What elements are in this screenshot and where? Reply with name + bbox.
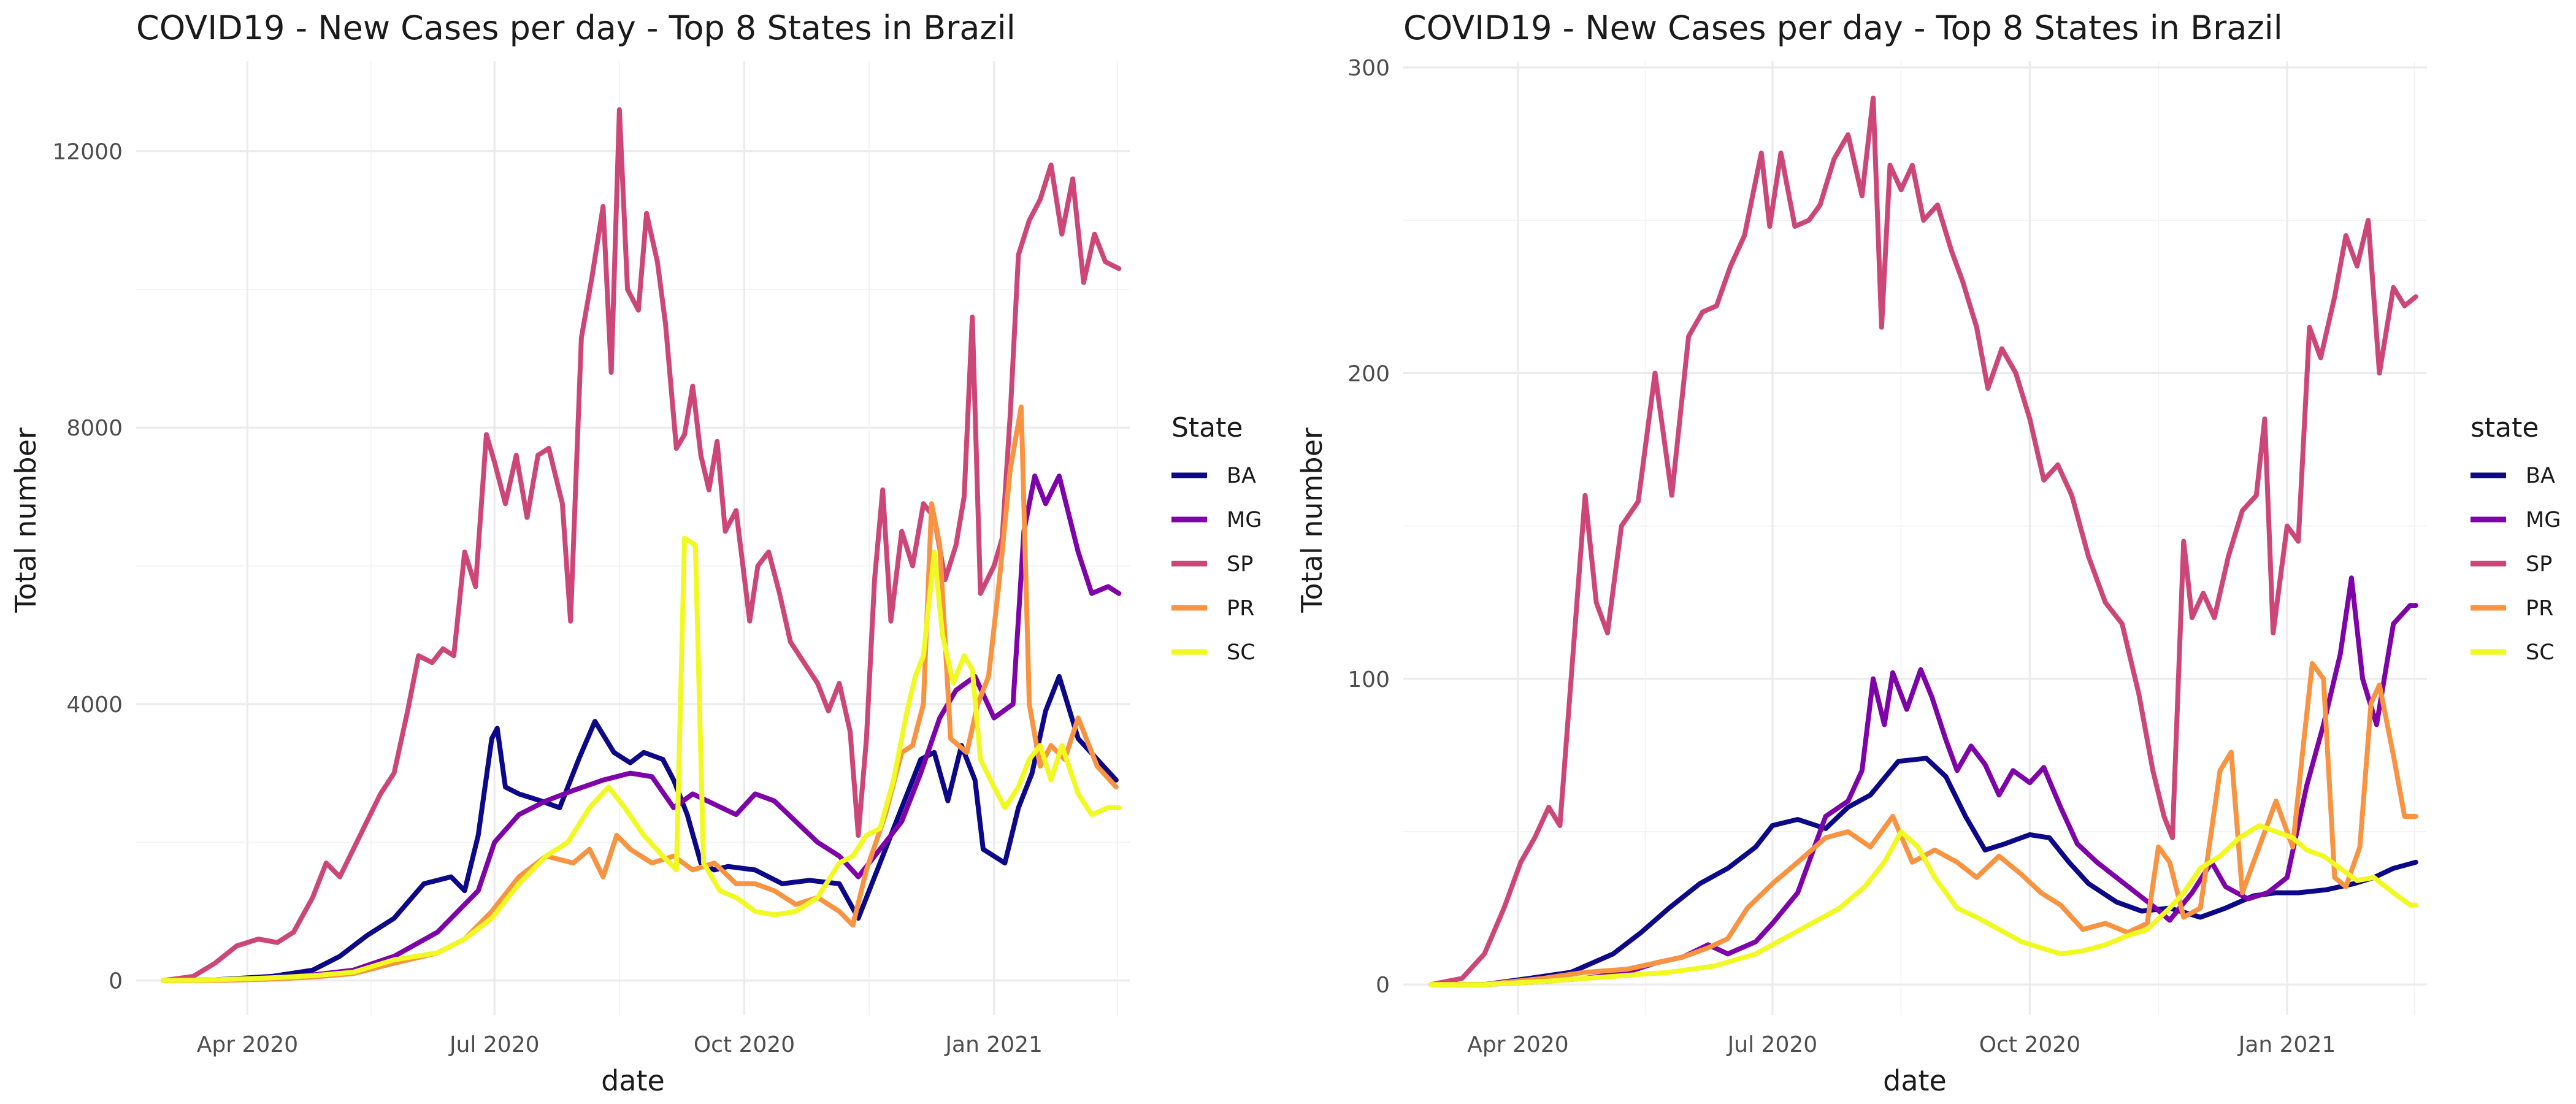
y-tick-label: 4000 (66, 692, 123, 718)
legend-label-sc: SC (2526, 640, 2555, 665)
x-tick-label: Apr 2020 (197, 1032, 298, 1057)
y-tick-label: 300 (1347, 56, 1390, 81)
chart-right: COVID19 - New Cases per day - Top 8 Stat… (1295, 9, 2561, 1097)
chart-title: COVID19 - New Cases per day - Top 8 Stat… (1403, 9, 2283, 47)
legend-label-mg: MG (1227, 508, 1262, 532)
x-tick-label: Oct 2020 (694, 1032, 795, 1057)
legend-label-pr: PR (2526, 596, 2553, 621)
legend: state BA MG SP PR SC (2471, 412, 2561, 665)
y-tick-label: 0 (1376, 973, 1390, 998)
series-layer (1428, 95, 2418, 987)
x-tick-label: Jan 2021 (2237, 1032, 2336, 1057)
y-tick-label: 8000 (66, 416, 123, 441)
legend-label-ba: BA (2526, 464, 2555, 488)
grid (136, 61, 1130, 1015)
series-line-sp (161, 107, 1122, 983)
x-axis-title: date (1883, 1064, 1947, 1097)
chart-title: COVID19 - New Cases per day - Top 8 Stat… (136, 9, 1016, 47)
y-axis-title: Total number (1295, 427, 1328, 613)
x-tick-label: Jul 2020 (448, 1032, 540, 1057)
x-tick-label: Oct 2020 (1979, 1032, 2080, 1057)
series-line-pr (1428, 661, 2418, 987)
legend: State BA MG SP PR SC (1171, 412, 1262, 665)
y-tick-label: 100 (1347, 667, 1390, 692)
series-line-ba (161, 673, 1119, 983)
y-tick-label: 200 (1347, 361, 1390, 386)
y-axis-ticks: 0 4000 8000 12000 (52, 139, 123, 994)
series-line-ba (1428, 756, 2418, 987)
series-line-pr (161, 404, 1119, 983)
y-axis-ticks: 0 100 200 300 (1347, 56, 1390, 998)
series-line-sc (161, 535, 1122, 983)
x-axis-ticks: Apr 2020 Jul 2020 Oct 2020 Jan 2021 (1467, 1032, 2336, 1057)
legend-title: State (1171, 412, 1243, 443)
series-layer (161, 107, 1122, 983)
x-tick-label: Jan 2021 (944, 1032, 1043, 1057)
legend-label-mg: MG (2526, 508, 2561, 532)
chart-left: COVID19 - New Cases per day - Top 8 Stat… (9, 9, 1262, 1097)
x-axis-title: date (601, 1064, 665, 1097)
legend-label-ba: BA (1227, 464, 1256, 488)
legend-label-pr: PR (1227, 596, 1254, 621)
series-line-mg (161, 473, 1122, 983)
x-tick-label: Apr 2020 (1467, 1032, 1568, 1057)
x-tick-label: Jul 2020 (1727, 1032, 1818, 1057)
y-tick-label: 0 (109, 969, 123, 994)
legend-label-sp: SP (2526, 552, 2552, 577)
y-tick-label: 12000 (52, 139, 123, 164)
x-axis-ticks: Apr 2020 Jul 2020 Oct 2020 Jan 2021 (197, 1032, 1043, 1057)
legend-label-sc: SC (1227, 640, 1255, 665)
series-line-sc (1428, 823, 2418, 987)
legend-title: state (2471, 412, 2539, 443)
grid (1403, 61, 2427, 1015)
series-line-sp (1428, 95, 2418, 987)
y-axis-title: Total number (9, 427, 42, 613)
series-line-mg (1428, 575, 2418, 987)
legend-label-sp: SP (1227, 552, 1253, 577)
